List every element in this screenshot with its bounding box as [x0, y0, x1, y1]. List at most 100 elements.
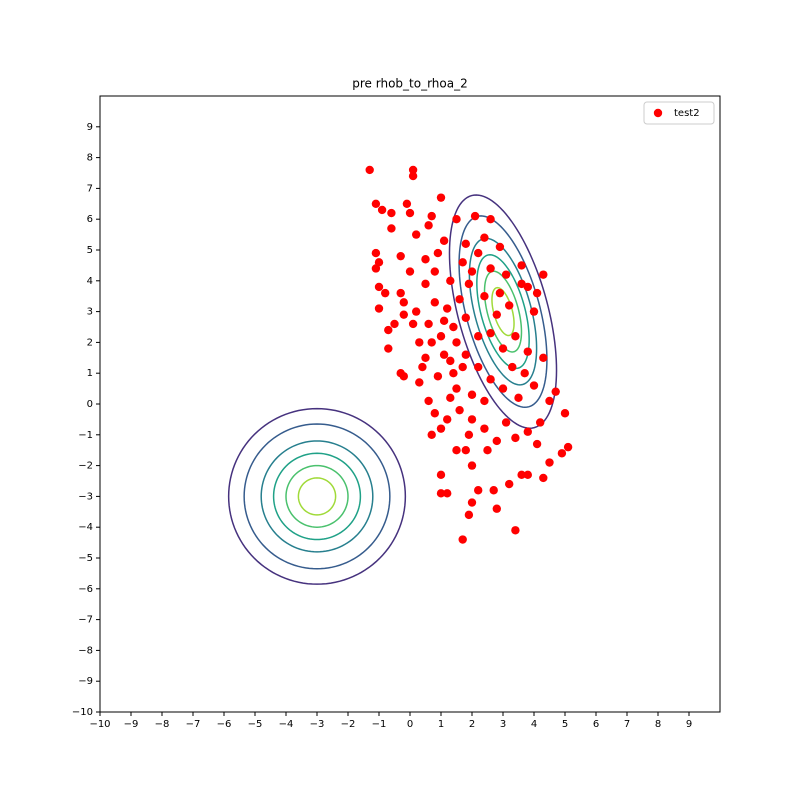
- scatter-point: [421, 353, 430, 362]
- scatter-point: [474, 332, 483, 341]
- scatter-point: [486, 215, 495, 224]
- contour-line: [491, 286, 515, 337]
- x-tick-label: −5: [248, 719, 263, 730]
- y-tick-label: 6: [87, 214, 93, 225]
- y-tick-label: 9: [87, 122, 93, 133]
- scatter-point: [492, 504, 501, 513]
- scatter-point: [486, 264, 495, 273]
- scatter-point: [508, 362, 517, 372]
- x-tick-label: 3: [500, 719, 506, 730]
- scatter-point: [433, 248, 443, 258]
- y-tick-label: 7: [87, 183, 93, 194]
- scatter-point: [461, 350, 470, 359]
- scatter-point: [371, 264, 381, 273]
- scatter-point: [464, 279, 474, 289]
- scatter-point: [433, 372, 443, 381]
- scatter-point: [449, 369, 458, 378]
- scatter-point: [520, 369, 529, 378]
- scatter-point: [474, 248, 483, 258]
- scatter-point: [436, 193, 446, 202]
- scatter-point: [424, 396, 433, 406]
- y-tick-label: −5: [78, 553, 93, 564]
- scatter-point: [458, 535, 467, 544]
- x-tick-label: 9: [686, 719, 692, 730]
- scatter-point: [405, 208, 415, 218]
- scatter-point: [384, 344, 393, 353]
- scatter-point: [455, 295, 464, 304]
- scatter-point: [492, 310, 501, 319]
- contour-line: [227, 407, 407, 585]
- x-tick-label: 4: [531, 719, 537, 730]
- scatter-point: [467, 461, 477, 470]
- scatter-point: [529, 381, 539, 390]
- scatter-point: [492, 436, 501, 446]
- y-tick-label: 4: [87, 276, 93, 287]
- scatter-point: [480, 396, 489, 406]
- scatter-point: [505, 479, 514, 489]
- y-tick-label: 5: [87, 245, 93, 256]
- scatter-point: [436, 424, 446, 433]
- scatter-point: [427, 211, 436, 221]
- scatter-point: [532, 439, 542, 449]
- scatter-point: [498, 384, 508, 393]
- contour-line: [272, 452, 362, 541]
- scatter-point: [467, 498, 477, 507]
- scatter-point: [377, 205, 387, 215]
- scatter-point: [424, 319, 433, 329]
- x-tick-label: 8: [655, 719, 661, 730]
- scatter-point: [396, 288, 405, 298]
- y-tick-label: −10: [72, 707, 93, 718]
- y-tick-label: −4: [78, 522, 93, 533]
- chart-title: pre rhob_to_rhoa_2: [352, 77, 467, 91]
- x-tick-label: −2: [341, 719, 356, 730]
- x-tick-label: −10: [89, 719, 110, 730]
- scatter-point: [424, 221, 433, 230]
- scatter-point: [415, 338, 424, 347]
- scatter-point: [467, 267, 477, 276]
- legend-label: test2: [674, 108, 700, 119]
- scatter-point: [523, 470, 532, 480]
- legend-box: [643, 101, 715, 125]
- x-tick-label: 0: [407, 719, 413, 730]
- scatter-point: [408, 171, 418, 181]
- scatter-point: [483, 446, 492, 455]
- scatter-point: [421, 279, 430, 289]
- scatter-point: [464, 430, 474, 439]
- contour-line: [448, 194, 558, 429]
- scatter-point: [399, 298, 408, 307]
- y-tick-label: −6: [78, 584, 93, 595]
- scatter-point: [387, 224, 396, 233]
- scatter-point: [381, 288, 390, 298]
- scatter-point: [402, 199, 412, 208]
- scatter-point: [430, 267, 439, 276]
- legend-marker: [653, 108, 663, 118]
- scatter-point: [436, 332, 446, 341]
- scatter-point: [443, 415, 452, 424]
- y-tick-label: 1: [87, 368, 93, 379]
- scatter-point: [467, 390, 477, 399]
- contour-line: [476, 254, 530, 370]
- scatter-point: [517, 261, 526, 270]
- scatter-point: [489, 486, 498, 495]
- y-tick-label: −8: [78, 645, 93, 656]
- scatter-point: [511, 332, 520, 341]
- x-tick-label: −3: [310, 719, 325, 730]
- scatter-point: [511, 526, 520, 535]
- scatter-point: [374, 304, 384, 313]
- x-tick-label: −9: [124, 719, 139, 730]
- scatter-point: [446, 393, 455, 403]
- scatter-point: [532, 288, 542, 298]
- scatter-point: [390, 319, 399, 329]
- scatter-point: [501, 270, 511, 279]
- x-tick-label: −4: [279, 719, 294, 730]
- scatter-point: [415, 378, 424, 387]
- scatter-point: [498, 344, 508, 353]
- scatter-point: [412, 230, 421, 239]
- scatter-point: [486, 328, 495, 338]
- scatter-point: [474, 362, 483, 372]
- scatter-point: [384, 325, 393, 335]
- x-tick-label: −7: [186, 719, 201, 730]
- scatter-point: [461, 239, 470, 249]
- scatter-point: [418, 362, 427, 372]
